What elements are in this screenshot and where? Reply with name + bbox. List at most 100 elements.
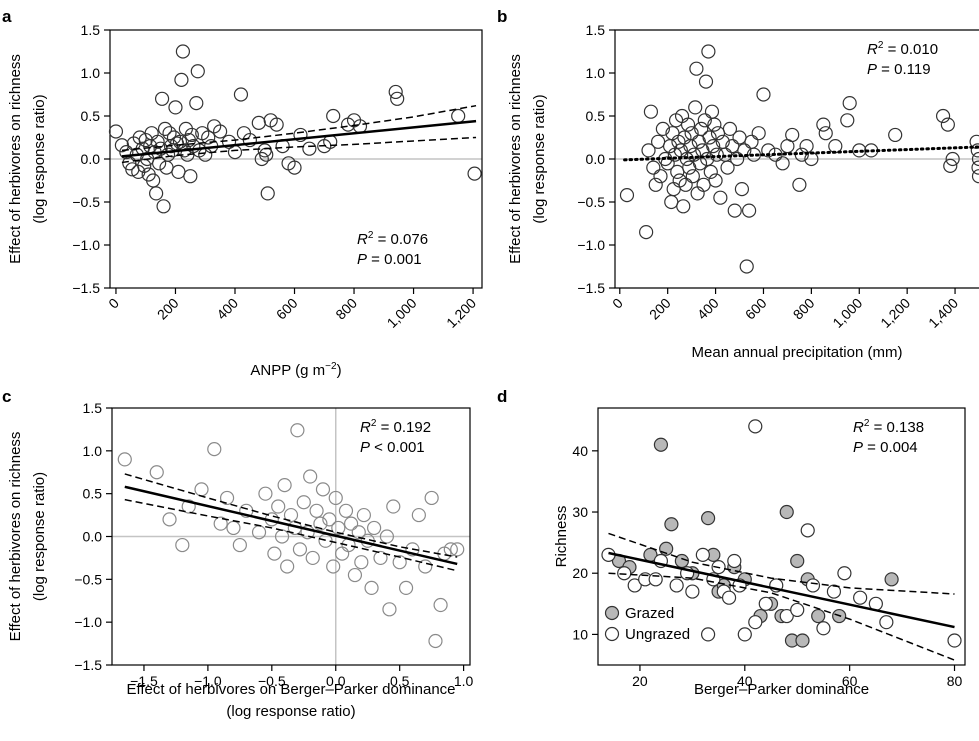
panel-letter: c [2,387,11,406]
data-point [816,117,831,132]
x-tick-label: 400 [694,295,722,323]
y-tick-label: −1.5 [74,657,102,673]
data-point [382,602,397,617]
data-point [646,160,661,175]
data-point [108,124,124,139]
data-point [737,143,752,158]
data-point-ungrazed [737,627,752,642]
y-tick-label: 1.0 [586,65,606,81]
y-tick-label: −1.5 [72,280,100,296]
data-point [305,550,320,566]
data-point [157,121,173,136]
p-value-label: P = 0.119 [867,61,931,78]
y-tick-label: 1.5 [586,22,606,38]
data-point-grazed [884,572,899,587]
data-point [970,143,979,158]
data-point [386,499,401,514]
data-point [676,199,691,214]
x-tick-label: −0.5 [258,673,286,689]
data-point [684,126,699,141]
data-point [734,182,750,197]
data-point [450,542,465,557]
data-point [666,182,681,197]
data-point [713,190,728,205]
data-point [343,516,359,531]
data-point [744,134,759,149]
x-tick-label: 1,200 [877,295,913,331]
data-point-ungrazed [816,621,831,636]
data-point [392,555,407,570]
p-value-label: P = 0.004 [853,439,918,456]
data-point [660,156,675,171]
x-tick-label: −1.0 [194,673,222,689]
y-tick-label: 0.0 [586,151,606,167]
data-point [175,44,191,59]
y-tick-label: −1.0 [577,237,605,253]
data-point [388,84,403,100]
data-point [354,555,369,570]
x-tick-label: 0.0 [326,673,346,689]
x-axis-label: Effect of herbivores on Berger–Parker do… [126,681,455,698]
data-point [160,147,176,162]
data-point [156,199,171,214]
data-point-ungrazed [721,590,737,605]
data-point [181,499,196,514]
plot-frame [597,407,966,666]
data-point [290,423,305,438]
panel-letter: a [2,7,12,26]
data-point [364,580,379,596]
data-point-ungrazed [627,578,642,593]
y-tick-label: −1.0 [72,237,100,253]
data-point [171,164,186,179]
data-point [706,139,721,154]
x-tick-label: 1.0 [454,673,474,689]
x-tick-label: 200 [646,295,674,323]
data-point [398,580,414,596]
data-point [159,160,174,175]
y-tick-label: 1.5 [81,22,101,38]
data-point [302,141,317,156]
x-tick-label: 400 [213,295,241,323]
panel-b: b −1.5 −1.0 −0.5 0.0 0.5 1.0 1.5 0 200 400 600 800 1,… [497,7,979,361]
data-point [379,529,394,544]
regression-line [608,551,955,629]
regression-line [124,485,458,566]
data-point [117,452,132,467]
data-point [739,259,754,274]
data-point [727,203,742,218]
data-point [309,503,324,518]
data-point [194,482,209,497]
data-point [842,95,857,111]
x-tick-label: 1,000 [829,295,865,331]
x-axis-label: ANPP (g m−2) [250,361,341,379]
x-axis-label: Mean annual precipitation (mm) [692,344,903,361]
data-point [702,130,717,145]
data-point-ungrazed [695,547,710,562]
data-point [338,503,354,518]
data-point [688,100,703,115]
data-point [154,91,170,106]
x-axis-label-line2: (log response ratio) [226,703,355,720]
legend-marker-grazed [604,605,620,621]
y-tick-label: 20 [572,565,588,581]
data-point-ungrazed [805,578,821,593]
data-point-grazed [653,437,669,452]
ci-upper-line [608,532,955,595]
data-point [701,44,716,59]
data-point [971,169,979,184]
data-point [467,166,482,181]
data-point [373,550,388,566]
data-point [269,117,284,132]
data-point [367,520,382,536]
data-point [655,121,670,136]
data-point [424,490,439,506]
y-tick-label: −0.5 [74,571,102,587]
data-point [189,95,204,111]
regression-line [121,119,477,158]
data-point-ungrazed [748,419,763,434]
ci-lower-line [121,136,477,164]
data-point-grazed [779,504,794,520]
x-tick-label: 600 [273,295,301,323]
data-point [293,127,308,143]
